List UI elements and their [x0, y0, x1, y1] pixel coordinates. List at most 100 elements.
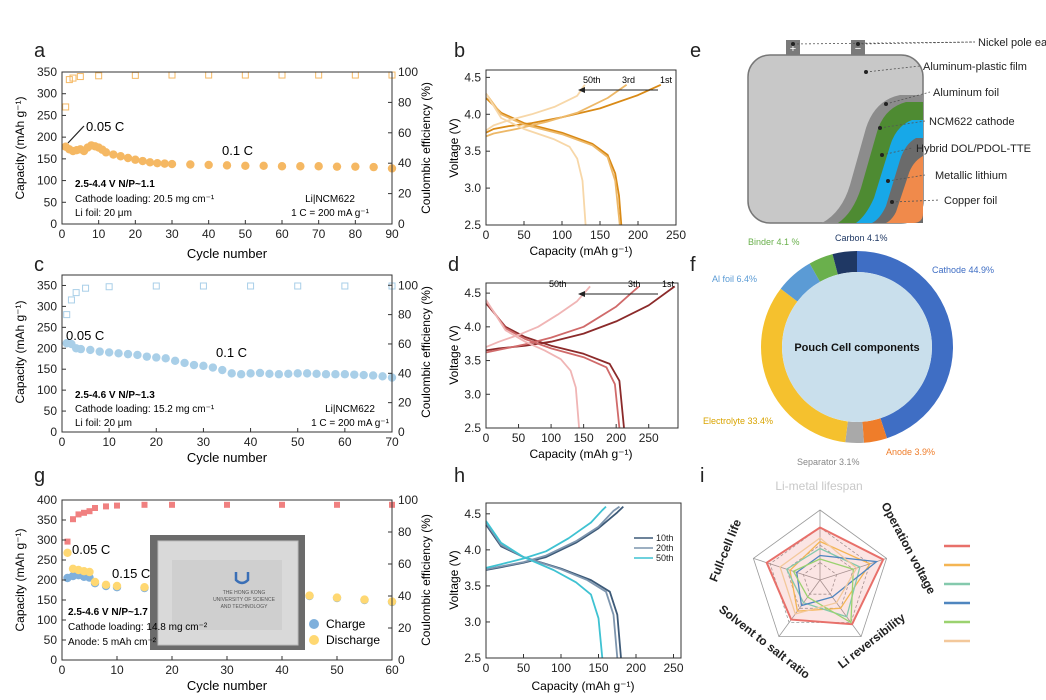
curve-3rd-charge: [485, 84, 628, 138]
radar-axis-label-lifespan: Li-metal lifespan: [775, 479, 862, 493]
data-point-capacity: [116, 152, 125, 161]
data-point-capacity: [351, 162, 360, 171]
panel-label-g: g: [34, 465, 45, 487]
chart-g-rate: 0.15 C: [112, 566, 150, 581]
data-point-capacity: [255, 368, 265, 378]
radar-grid-ring: [769, 527, 871, 623]
curve-10th-discharge: [485, 524, 622, 659]
data-point-capacity: [218, 365, 227, 375]
data-point-capacity: [160, 159, 169, 168]
label-hybrid-electrolyte: Hybrid DOL/PDOL-TTE: [916, 143, 1031, 155]
chart-c-loading: Cathode loading: 15.2 mg cm⁻¹: [75, 404, 215, 415]
x-tick-label: 40: [275, 663, 289, 677]
hkust-logo-mark: [234, 572, 250, 585]
x-tick-label: 30: [165, 227, 179, 241]
y-tick-label: 350: [37, 278, 57, 292]
donut-slice-cathode: [857, 251, 954, 439]
chart-d-voltage-profile: 0 50 100 150 200 250 2.5 3.0 3.5 4.0 4.5 Voltage (…: [447, 279, 679, 461]
data-point-capacity: [332, 593, 342, 602]
dot-film: [864, 70, 868, 74]
legend-charge-marker: [309, 619, 319, 629]
data-point-ce: [76, 73, 84, 81]
chart-g-ylabel: Capacity (mAh g⁻¹): [13, 528, 27, 631]
pointer-film: [865, 65, 921, 73]
label-copper-foil: Copper foil: [944, 195, 997, 207]
panel-label-d: d: [448, 254, 459, 276]
y-tick-label: 0: [50, 653, 57, 667]
legend-label-20th: 20th: [656, 543, 674, 553]
data-point-capacity: [140, 583, 149, 592]
data-point-ce: [205, 71, 213, 79]
photo-text-line-2: UNIVERSITY OF SCIENCE: [213, 597, 276, 603]
chart-b-voltage-profile: 0 50 100 150 200 250 2.5 3.0 3.5 4.0 4.5 Voltage (…: [447, 69, 686, 258]
data-point-ce: [65, 76, 73, 84]
chart-a-cell: Li|NCM622: [305, 194, 355, 205]
curve-1st-discharge: [485, 302, 625, 429]
data-point-ce: [334, 501, 340, 508]
x-tick-label: 0: [483, 431, 490, 445]
data-point-capacity: [161, 354, 170, 363]
data-point-capacity: [167, 159, 177, 169]
chart-c-condition: 2.5-4.6 V N/P~1.3: [75, 390, 155, 401]
chart-g-rate-initial: 0.05 C: [72, 542, 110, 557]
x-tick-label: 50: [291, 435, 305, 449]
x-tick-label: 10: [92, 227, 106, 241]
legend-label-10th: 10th: [656, 533, 674, 543]
legend-discharge-marker: [309, 635, 319, 645]
data-point-ce: [63, 311, 71, 319]
x-tick-label: 250: [639, 431, 659, 445]
donut-slice-anode: [862, 418, 887, 443]
x-tick-label: 100: [552, 228, 572, 242]
y-tick-label: 200: [37, 573, 57, 587]
x-tick-label: 70: [312, 227, 326, 241]
y2-tick-label: 60: [398, 557, 412, 571]
x-tick-label: 250: [666, 228, 686, 242]
y-tick-label: 0: [50, 425, 57, 439]
x-tick-label: 0: [483, 661, 490, 675]
x-tick-label: 50: [239, 227, 253, 241]
y2-tick-label: 0: [398, 425, 405, 439]
y-tick-label: 3.5: [464, 579, 481, 593]
schematic-tab-positive-sign: +: [790, 43, 796, 55]
y-tick-label: 300: [37, 299, 57, 313]
x-tick-label: 100: [551, 661, 571, 675]
chart-d-frame: [485, 282, 679, 429]
data-point-capacity: [350, 370, 359, 379]
dot-tab-positive: [791, 42, 795, 46]
y-tick-label: 300: [37, 533, 57, 547]
legend-charge-label: Charge: [326, 617, 366, 631]
schematic-tab-negative: [851, 40, 865, 55]
data-point-capacity: [246, 369, 255, 378]
y-tick-label: 100: [37, 613, 57, 627]
panel-label-i: i: [700, 465, 704, 487]
data-point-capacity: [314, 162, 323, 171]
x-tick-label: 40: [202, 227, 216, 241]
data-point-ce: [131, 71, 139, 79]
photo-text-line-3: AND TECHNOLOGY: [221, 604, 269, 610]
data-point-ce: [64, 538, 71, 545]
slice-label-separator: Separator 3.1%: [797, 457, 860, 467]
photo-text-line-1: THE HONG KONG: [223, 590, 266, 596]
chart-c-frame: [61, 274, 393, 433]
x-tick-label: 0: [59, 663, 66, 677]
label-aluminum-plastic-film: Aluminum-plastic film: [923, 61, 1027, 73]
radar-series-4: [796, 554, 879, 607]
data-point-capacity: [332, 162, 342, 171]
y-tick-label: 200: [37, 341, 57, 355]
x-tick-label: 60: [338, 435, 352, 449]
x-tick-label: 0: [483, 228, 490, 242]
label-metallic-lithium: Metallic lithium: [935, 170, 1007, 182]
data-point-ce: [247, 282, 255, 290]
data-point-capacity: [259, 161, 268, 171]
data-point-capacity: [112, 581, 122, 591]
data-point-capacity: [340, 370, 350, 379]
curve-1st-discharge: [485, 97, 623, 226]
data-point-capacity: [277, 162, 287, 171]
x-tick-label: 200: [626, 661, 646, 675]
chart-g-y2label: Coulombic efficiency (%): [419, 514, 433, 646]
curve-20th-discharge: [485, 521, 619, 659]
data-point-ce: [105, 283, 113, 291]
data-point-ce: [168, 71, 176, 79]
chart-a-rate-pointer: [67, 125, 85, 144]
y-tick-label: 0: [50, 217, 57, 231]
